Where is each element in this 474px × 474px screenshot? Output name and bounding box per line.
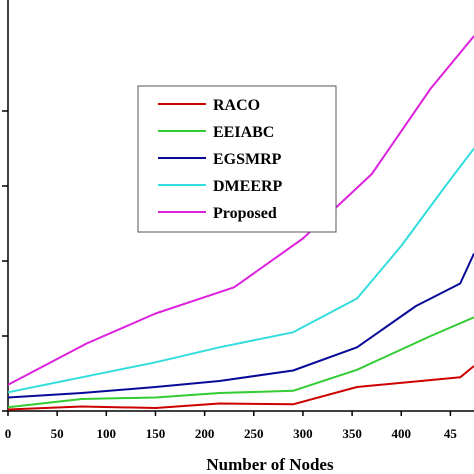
axes: [2, 0, 474, 416]
x-tick-label: 400: [391, 426, 411, 441]
series-line-raco: [7, 365, 474, 411]
legend-label-eeiabc: EEIABC: [213, 124, 274, 141]
series-lines: [7, 35, 474, 411]
legend-label-proposed: Proposed: [213, 205, 277, 222]
x-tick-labels: 0 50 100 150 200 250 300 350 400 45: [5, 426, 458, 441]
x-tick-label: 100: [97, 426, 117, 441]
x-tick-label: 0: [5, 426, 12, 441]
series-line-proposed: [7, 35, 474, 386]
legend-label-dmeerp: DMEERP: [213, 178, 283, 195]
legend: RACO EEIABC EGSMRP DMEERP Proposed: [137, 85, 337, 233]
legend-label-raco: RACO: [213, 97, 260, 114]
x-tick-label: 350: [342, 426, 362, 441]
series-line-eeiabc: [7, 316, 474, 409]
x-tick-label: 250: [244, 426, 264, 441]
legend-label-egsmrp: EGSMRP: [213, 151, 282, 168]
series-line-dmeerp: [7, 147, 474, 394]
series-line-egsmrp: [7, 253, 474, 399]
x-tick-label: 45: [444, 426, 458, 441]
x-tick-label: 200: [195, 426, 215, 441]
x-axis-title: Number of Nodes: [206, 455, 334, 474]
x-tick-label: 150: [146, 426, 166, 441]
x-tick-label: 50: [51, 426, 64, 441]
x-tick-label: 300: [293, 426, 313, 441]
